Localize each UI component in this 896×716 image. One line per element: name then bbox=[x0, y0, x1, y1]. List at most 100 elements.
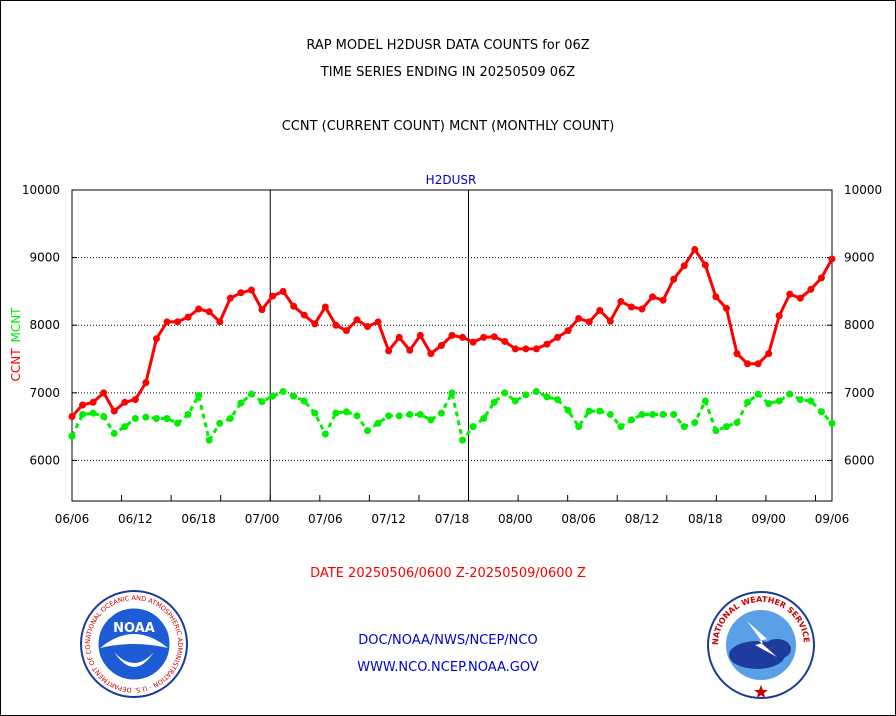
data-point-mcnt bbox=[258, 398, 266, 406]
data-point-ccnt bbox=[511, 345, 519, 353]
data-point-ccnt bbox=[532, 345, 540, 353]
y-tick-label-right: 7000 bbox=[844, 386, 875, 400]
x-tick-label: 06/12 bbox=[118, 512, 153, 526]
y-axis-label: CCNT MCNT bbox=[9, 307, 23, 382]
series-layer bbox=[68, 245, 836, 444]
data-point-mcnt bbox=[247, 390, 255, 398]
x-tick-label: 06/18 bbox=[181, 512, 216, 526]
x-tick-labels: 06/06 06/12 06/18 07/00 07/06 07/12 07/18 08/00… bbox=[55, 512, 850, 526]
data-point-ccnt bbox=[237, 289, 245, 297]
data-point-mcnt bbox=[353, 412, 361, 420]
data-point-mcnt bbox=[110, 429, 118, 437]
data-point-ccnt bbox=[321, 303, 329, 311]
data-point-mcnt bbox=[511, 397, 519, 405]
data-point-ccnt bbox=[416, 331, 424, 339]
data-point-ccnt bbox=[258, 306, 266, 314]
data-point-ccnt bbox=[395, 333, 403, 341]
data-point-ccnt bbox=[385, 347, 393, 355]
data-point-mcnt bbox=[131, 415, 139, 423]
x-tick-label: 08/12 bbox=[625, 512, 660, 526]
data-point-ccnt bbox=[701, 261, 709, 269]
data-point-mcnt bbox=[205, 436, 213, 444]
data-point-ccnt bbox=[596, 306, 604, 314]
data-point-ccnt bbox=[754, 360, 762, 368]
data-point-mcnt bbox=[722, 423, 730, 431]
date-range-label: DATE 20250506/0600 Z-20250509/0600 Z bbox=[310, 566, 586, 581]
data-point-mcnt bbox=[163, 415, 171, 423]
y-tick-label-left: 10000 bbox=[22, 183, 60, 197]
data-point-mcnt bbox=[691, 419, 699, 427]
data-point-mcnt bbox=[575, 423, 583, 431]
data-point-mcnt bbox=[226, 415, 234, 423]
data-point-ccnt bbox=[712, 293, 720, 301]
data-point-mcnt bbox=[427, 416, 435, 424]
data-point-ccnt bbox=[807, 285, 815, 293]
data-point-mcnt bbox=[817, 408, 825, 416]
data-point-ccnt bbox=[606, 317, 614, 325]
data-point-mcnt bbox=[195, 392, 203, 400]
data-point-mcnt bbox=[596, 407, 604, 415]
data-point-ccnt bbox=[722, 304, 730, 312]
x-tick-label: 09/00 bbox=[751, 512, 786, 526]
data-point-mcnt bbox=[480, 415, 488, 423]
data-point-ccnt bbox=[617, 298, 625, 306]
data-point-mcnt bbox=[670, 410, 678, 418]
data-point-mcnt bbox=[385, 412, 393, 420]
data-point-mcnt bbox=[828, 419, 836, 427]
data-point-ccnt bbox=[142, 379, 150, 387]
data-point-ccnt bbox=[79, 401, 87, 409]
data-point-mcnt bbox=[184, 410, 192, 418]
org-path-label: DOC/NOAA/NWS/NCEP/NCO bbox=[358, 633, 538, 648]
data-point-mcnt bbox=[395, 412, 403, 420]
data-point-ccnt bbox=[627, 303, 635, 311]
data-point-ccnt bbox=[469, 338, 477, 346]
x-tick-label: 08/18 bbox=[688, 512, 723, 526]
y-tick-label-left: 6000 bbox=[29, 453, 60, 467]
data-point-mcnt bbox=[627, 416, 635, 424]
data-point-mcnt bbox=[79, 410, 87, 418]
data-point-mcnt bbox=[459, 436, 467, 444]
grid-lines bbox=[72, 190, 832, 501]
x-tick-label: 07/06 bbox=[308, 512, 343, 526]
data-point-mcnt bbox=[269, 392, 277, 400]
data-point-ccnt bbox=[459, 333, 467, 341]
data-point-mcnt bbox=[543, 393, 551, 401]
data-point-ccnt bbox=[279, 287, 287, 295]
data-point-mcnt bbox=[416, 410, 424, 418]
data-point-ccnt bbox=[342, 327, 350, 335]
data-point-ccnt bbox=[226, 294, 234, 302]
x-tick-label: 08/00 bbox=[498, 512, 533, 526]
plot-frame bbox=[71, 189, 833, 502]
plot-border bbox=[71, 189, 833, 502]
data-point-ccnt bbox=[406, 346, 414, 354]
data-point-ccnt bbox=[680, 262, 688, 270]
chart-title-line2: TIME SERIES ENDING IN 20250509 06Z bbox=[320, 65, 576, 80]
data-point-mcnt bbox=[100, 412, 108, 420]
data-point-ccnt bbox=[554, 333, 562, 341]
time-series-chart: 6000 6000 7000 7000 8000 8000 9000 9000 10000 100… bbox=[9, 173, 882, 526]
data-point-mcnt bbox=[300, 397, 308, 405]
x-tick-label: 07/00 bbox=[245, 512, 280, 526]
data-point-mcnt bbox=[712, 427, 720, 435]
website-link[interactable]: WWW.NCO.NCEP.NOAA.GOV bbox=[357, 660, 539, 675]
data-point-mcnt bbox=[606, 410, 614, 418]
data-point-mcnt bbox=[332, 409, 340, 417]
data-point-ccnt bbox=[817, 274, 825, 282]
data-point-ccnt bbox=[575, 314, 583, 322]
x-tick-label: 06/06 bbox=[55, 512, 90, 526]
data-point-ccnt bbox=[163, 318, 171, 326]
data-point-ccnt bbox=[332, 321, 340, 329]
data-point-mcnt bbox=[406, 410, 414, 418]
nws-logo: NATIONAL WEATHER SERVICE bbox=[707, 591, 815, 699]
x-tick-label: 07/12 bbox=[371, 512, 406, 526]
data-point-mcnt bbox=[374, 419, 382, 427]
y-tick-labels: 6000 6000 7000 7000 8000 8000 9000 9000 10000 100… bbox=[22, 183, 882, 467]
data-point-ccnt bbox=[775, 312, 783, 320]
data-point-mcnt bbox=[638, 410, 646, 418]
data-point-mcnt bbox=[807, 397, 815, 405]
data-point-mcnt bbox=[775, 397, 783, 405]
data-point-ccnt bbox=[480, 333, 488, 341]
data-point-ccnt bbox=[638, 305, 646, 313]
data-point-mcnt bbox=[754, 390, 762, 398]
data-point-mcnt bbox=[554, 396, 562, 404]
